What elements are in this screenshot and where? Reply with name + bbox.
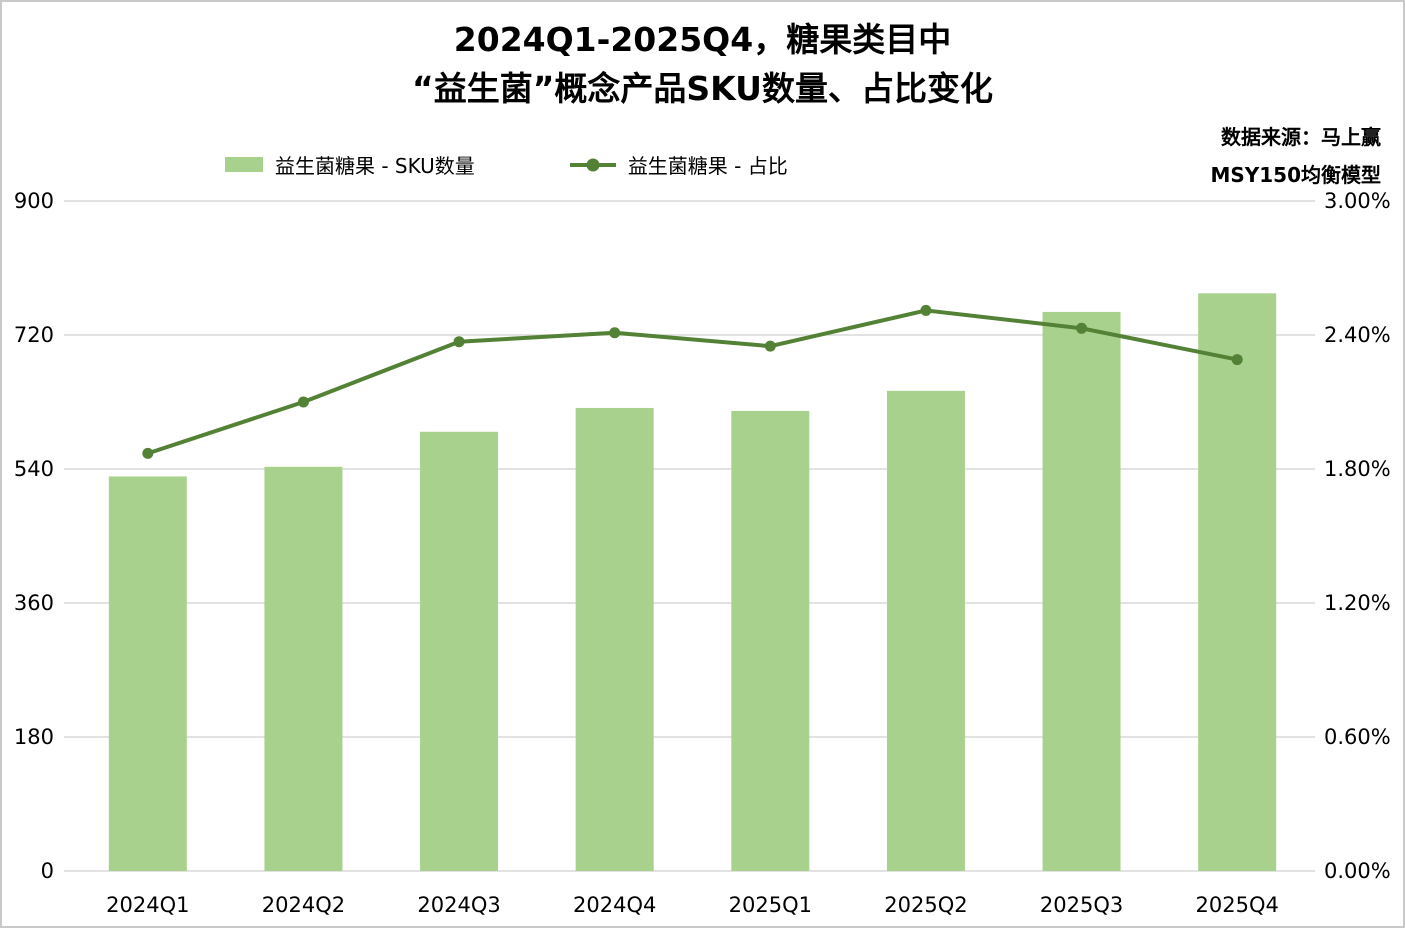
x-axis-label: 2025Q4 (1196, 893, 1279, 917)
data-source-line1: 数据来源：马上赢 (1221, 125, 1381, 149)
bar-2025Q3 (1042, 311, 1121, 871)
right-axis-label: 3.00% (1324, 189, 1391, 213)
data-source-note: 数据来源：马上赢 MSY150均衡模型 (1210, 118, 1381, 194)
chart-title-line2: “益生菌”概念产品SKU数量、占比变化 (412, 68, 993, 108)
right-axis-label: 0.60% (1324, 725, 1391, 749)
line-swatch-icon (569, 162, 616, 167)
bar-swatch-icon (224, 157, 263, 172)
legend-line-label: 益生菌糖果 - 占比 (627, 154, 788, 178)
legend-item-share: 益生菌糖果 - 占比 (569, 150, 788, 179)
line-marker-2024Q2 (297, 396, 309, 408)
bar-2024Q1 (108, 476, 187, 871)
legend-item-sku: 益生菌糖果 - SKU数量 (224, 150, 475, 179)
data-source-line2: MSY150均衡模型 (1210, 163, 1381, 187)
left-axis-label: 180 (14, 725, 54, 749)
left-axis-label: 540 (14, 457, 54, 481)
left-axis-label: 720 (14, 323, 54, 347)
bar-2024Q3 (420, 431, 499, 871)
line-marker-2025Q1 (764, 340, 776, 352)
x-axis-label: 2024Q2 (262, 893, 345, 917)
x-axis-label: 2024Q4 (573, 893, 656, 917)
line-marker-2025Q4 (1231, 354, 1243, 366)
left-axis-label: 360 (14, 591, 54, 615)
line-marker-2024Q4 (609, 327, 621, 339)
legend-bar-label: 益生菌糖果 - SKU数量 (274, 154, 475, 178)
x-axis-label: 2024Q3 (417, 893, 500, 917)
line-marker-2025Q2 (920, 304, 932, 316)
bar-2025Q1 (731, 410, 810, 871)
left-axis-label: 0 (41, 859, 54, 883)
chart-title: 2024Q1-2025Q4，糖果类目中 “益生菌”概念产品SKU数量、占比变化 (2, 16, 1403, 114)
x-axis-label: 2024Q1 (106, 893, 189, 917)
bar-2025Q4 (1198, 293, 1277, 871)
right-axis-label: 1.20% (1324, 591, 1391, 615)
right-axis-label: 0.00% (1324, 859, 1391, 883)
x-axis-label: 2025Q3 (1040, 893, 1123, 917)
x-axis-label: 2025Q2 (884, 893, 967, 917)
x-axis-label: 2025Q1 (729, 893, 812, 917)
right-axis-label: 1.80% (1324, 457, 1391, 481)
share-line (147, 308, 1238, 456)
chart-title-line1: 2024Q1-2025Q4，糖果类目中 (453, 20, 952, 59)
bar-2024Q4 (575, 407, 654, 871)
bar-2025Q2 (886, 390, 965, 871)
left-axis-label: 900 (14, 189, 54, 213)
right-axis-label: 2.40% (1324, 323, 1391, 347)
line-marker-2025Q3 (1076, 322, 1088, 334)
legend: 益生菌糖果 - SKU数量 益生菌糖果 - 占比 (2, 150, 1011, 179)
bar-2024Q2 (264, 466, 343, 871)
line-marker-2024Q1 (142, 447, 154, 459)
line-marker-2024Q3 (453, 336, 465, 348)
